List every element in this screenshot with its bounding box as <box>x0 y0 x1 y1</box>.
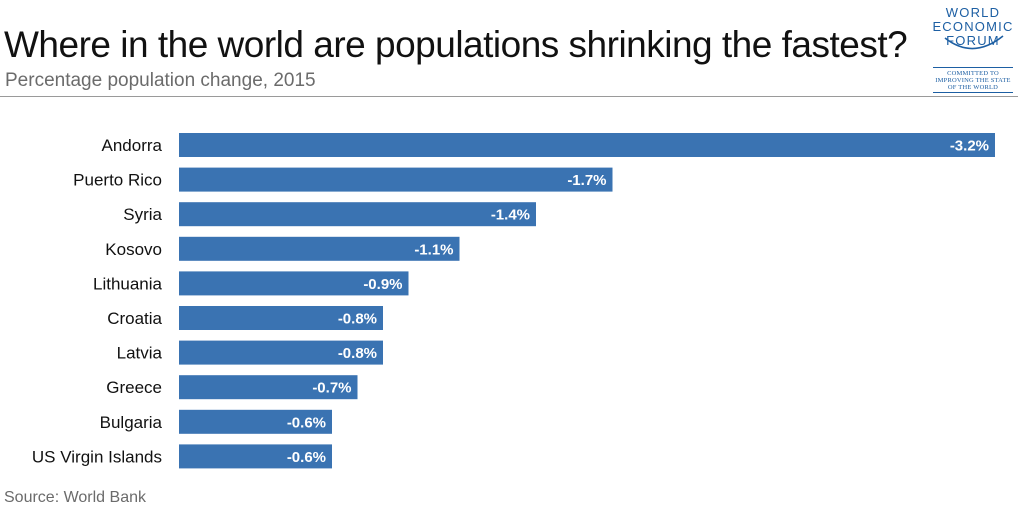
bar <box>179 306 383 330</box>
category-label: US Virgin Islands <box>32 447 162 466</box>
data-label: -1.4% <box>491 207 530 224</box>
source-note: Source: World Bank <box>4 489 146 506</box>
logo-tagline-1: COMMITTED TO <box>947 70 999 77</box>
category-label: Lithuania <box>93 274 163 293</box>
category-label: Bulgaria <box>100 413 163 432</box>
bar <box>179 340 383 365</box>
bar <box>179 202 536 227</box>
category-label: Syria <box>123 205 162 224</box>
bar <box>179 236 460 261</box>
bar <box>179 409 332 434</box>
logo-divider-bottom <box>933 92 1013 93</box>
data-label: -0.6% <box>287 449 326 466</box>
data-label: -0.7% <box>312 380 351 397</box>
data-label: -1.7% <box>567 172 606 189</box>
category-label: Latvia <box>117 344 163 363</box>
logo-word-2: ECONOMIC <box>932 19 1014 34</box>
logo-tagline-3: OF THE WORLD <box>947 84 999 91</box>
category-label: Andorra <box>102 136 163 155</box>
category-label: Kosovo <box>105 240 162 259</box>
category-label: Croatia <box>107 309 162 328</box>
logo-word-1: WORLD <box>945 5 1001 20</box>
bar <box>179 133 995 157</box>
bar <box>179 375 358 400</box>
bar-chart: Andorra -3.2% Puerto Rico -1.7% Syria -1.4% Ko… <box>32 133 995 469</box>
header-divider <box>0 96 1018 97</box>
world-economic-forum-logo: WORLD ECONOMIC FORUM COMMITTED TO IMPROV… <box>925 4 1021 94</box>
logo-divider-top <box>933 67 1013 68</box>
data-label: -0.9% <box>363 276 402 293</box>
data-label: -0.6% <box>287 414 326 431</box>
data-label: -0.8% <box>338 311 377 328</box>
chart-title: Where in the world are populations shrin… <box>4 24 908 65</box>
data-label: -1.1% <box>414 241 453 258</box>
logo-word-3: FORUM <box>946 33 1000 48</box>
bar <box>179 271 409 296</box>
logo-arc-icon <box>944 35 1004 50</box>
category-label: Greece <box>106 378 162 397</box>
logo-tagline-2: IMPROVING THE STATE <box>935 77 1011 84</box>
data-label: -3.2% <box>950 138 989 155</box>
bar <box>179 167 613 192</box>
data-label: -0.8% <box>338 345 377 362</box>
bar <box>179 444 332 469</box>
chart-subtitle: Percentage population change, 2015 <box>5 70 316 91</box>
category-label: Puerto Rico <box>73 171 162 190</box>
